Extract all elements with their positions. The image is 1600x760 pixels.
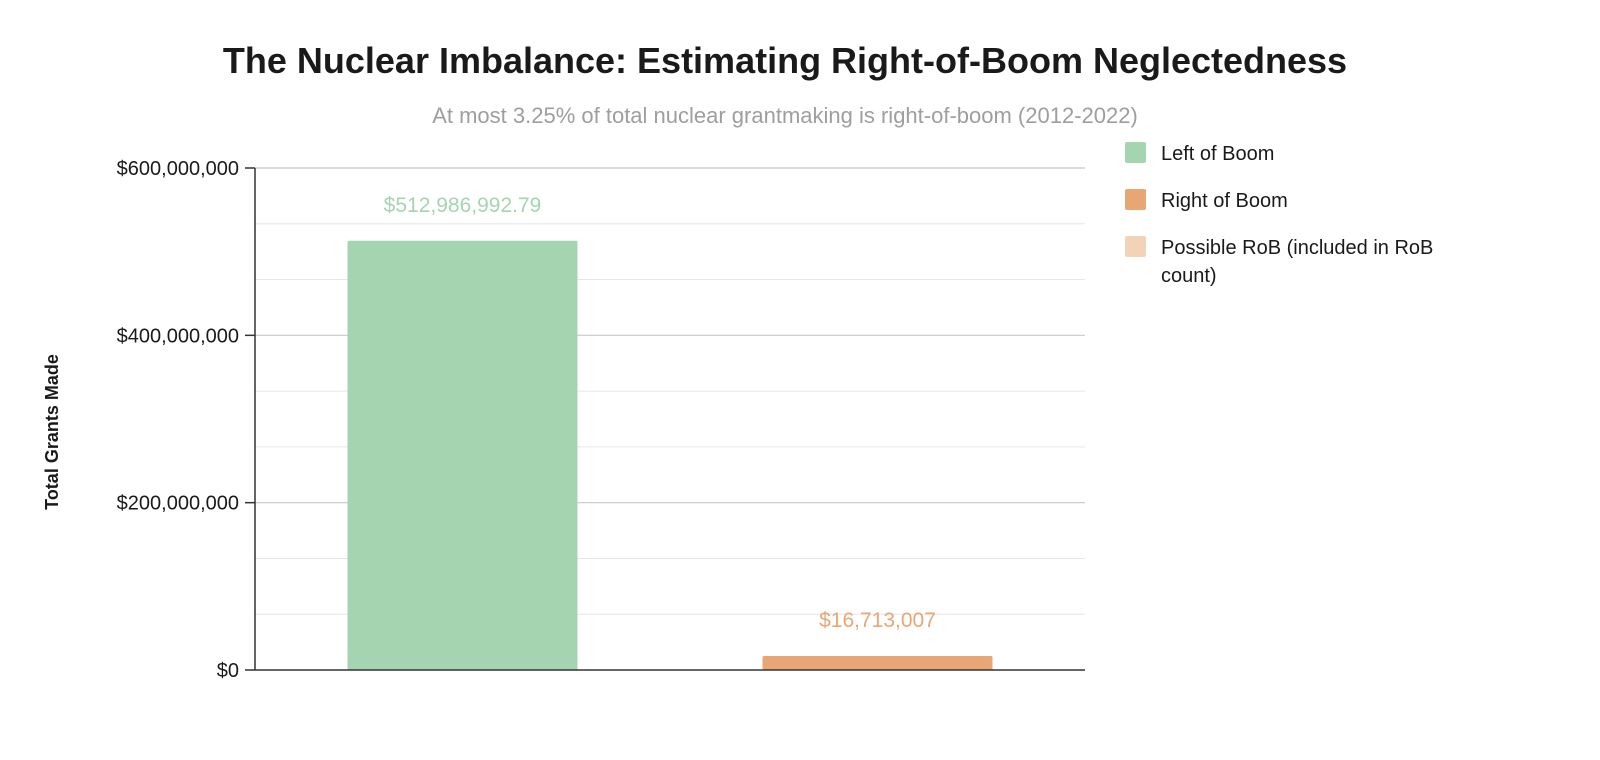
data-labels: $512,986,992.79 $16,713,007 — [384, 194, 936, 632]
bar-right-of-boom — [762, 656, 993, 670]
legend: Left of Boom Right of Boom Possible RoB (i… — [1125, 142, 1433, 287]
bar-left-of-boom — [347, 240, 578, 670]
y-tick-label-2: $400,000,000 — [117, 325, 239, 347]
axes: $0 $200,000,000 $400,000,000 $600,000,000 — [117, 158, 1085, 682]
legend-swatch-right-of-boom — [1125, 189, 1146, 210]
data-label-left-of-boom: $512,986,992.79 — [384, 194, 542, 217]
legend-label-right-of-boom: Right of Boom — [1161, 190, 1288, 212]
y-tick-label-3: $600,000,000 — [117, 158, 239, 180]
chart-subtitle: At most 3.25% of total nuclear grantmaki… — [432, 103, 1138, 128]
bars — [347, 240, 993, 670]
legend-label-possible-rob-included-in-rob-count: Possible RoB (included in RoB count) — [1161, 237, 1433, 287]
data-label-right-of-boom: $16,713,007 — [819, 609, 936, 632]
legend-label-left-of-boom: Left of Boom — [1161, 143, 1274, 165]
y-axis-label: Total Grants Made — [42, 354, 62, 510]
legend-label-line-1: count) — [1161, 265, 1217, 287]
legend-swatch-possible-rob-included-in-rob-count — [1125, 236, 1146, 257]
legend-swatch-left-of-boom — [1125, 142, 1146, 163]
legend-label-line-0: Possible RoB (included in RoB — [1161, 237, 1433, 259]
y-tick-label-1: $200,000,000 — [117, 493, 239, 515]
y-tick-label-0: $0 — [217, 660, 239, 682]
chart-title: The Nuclear Imbalance: Estimating Right-… — [223, 40, 1347, 81]
